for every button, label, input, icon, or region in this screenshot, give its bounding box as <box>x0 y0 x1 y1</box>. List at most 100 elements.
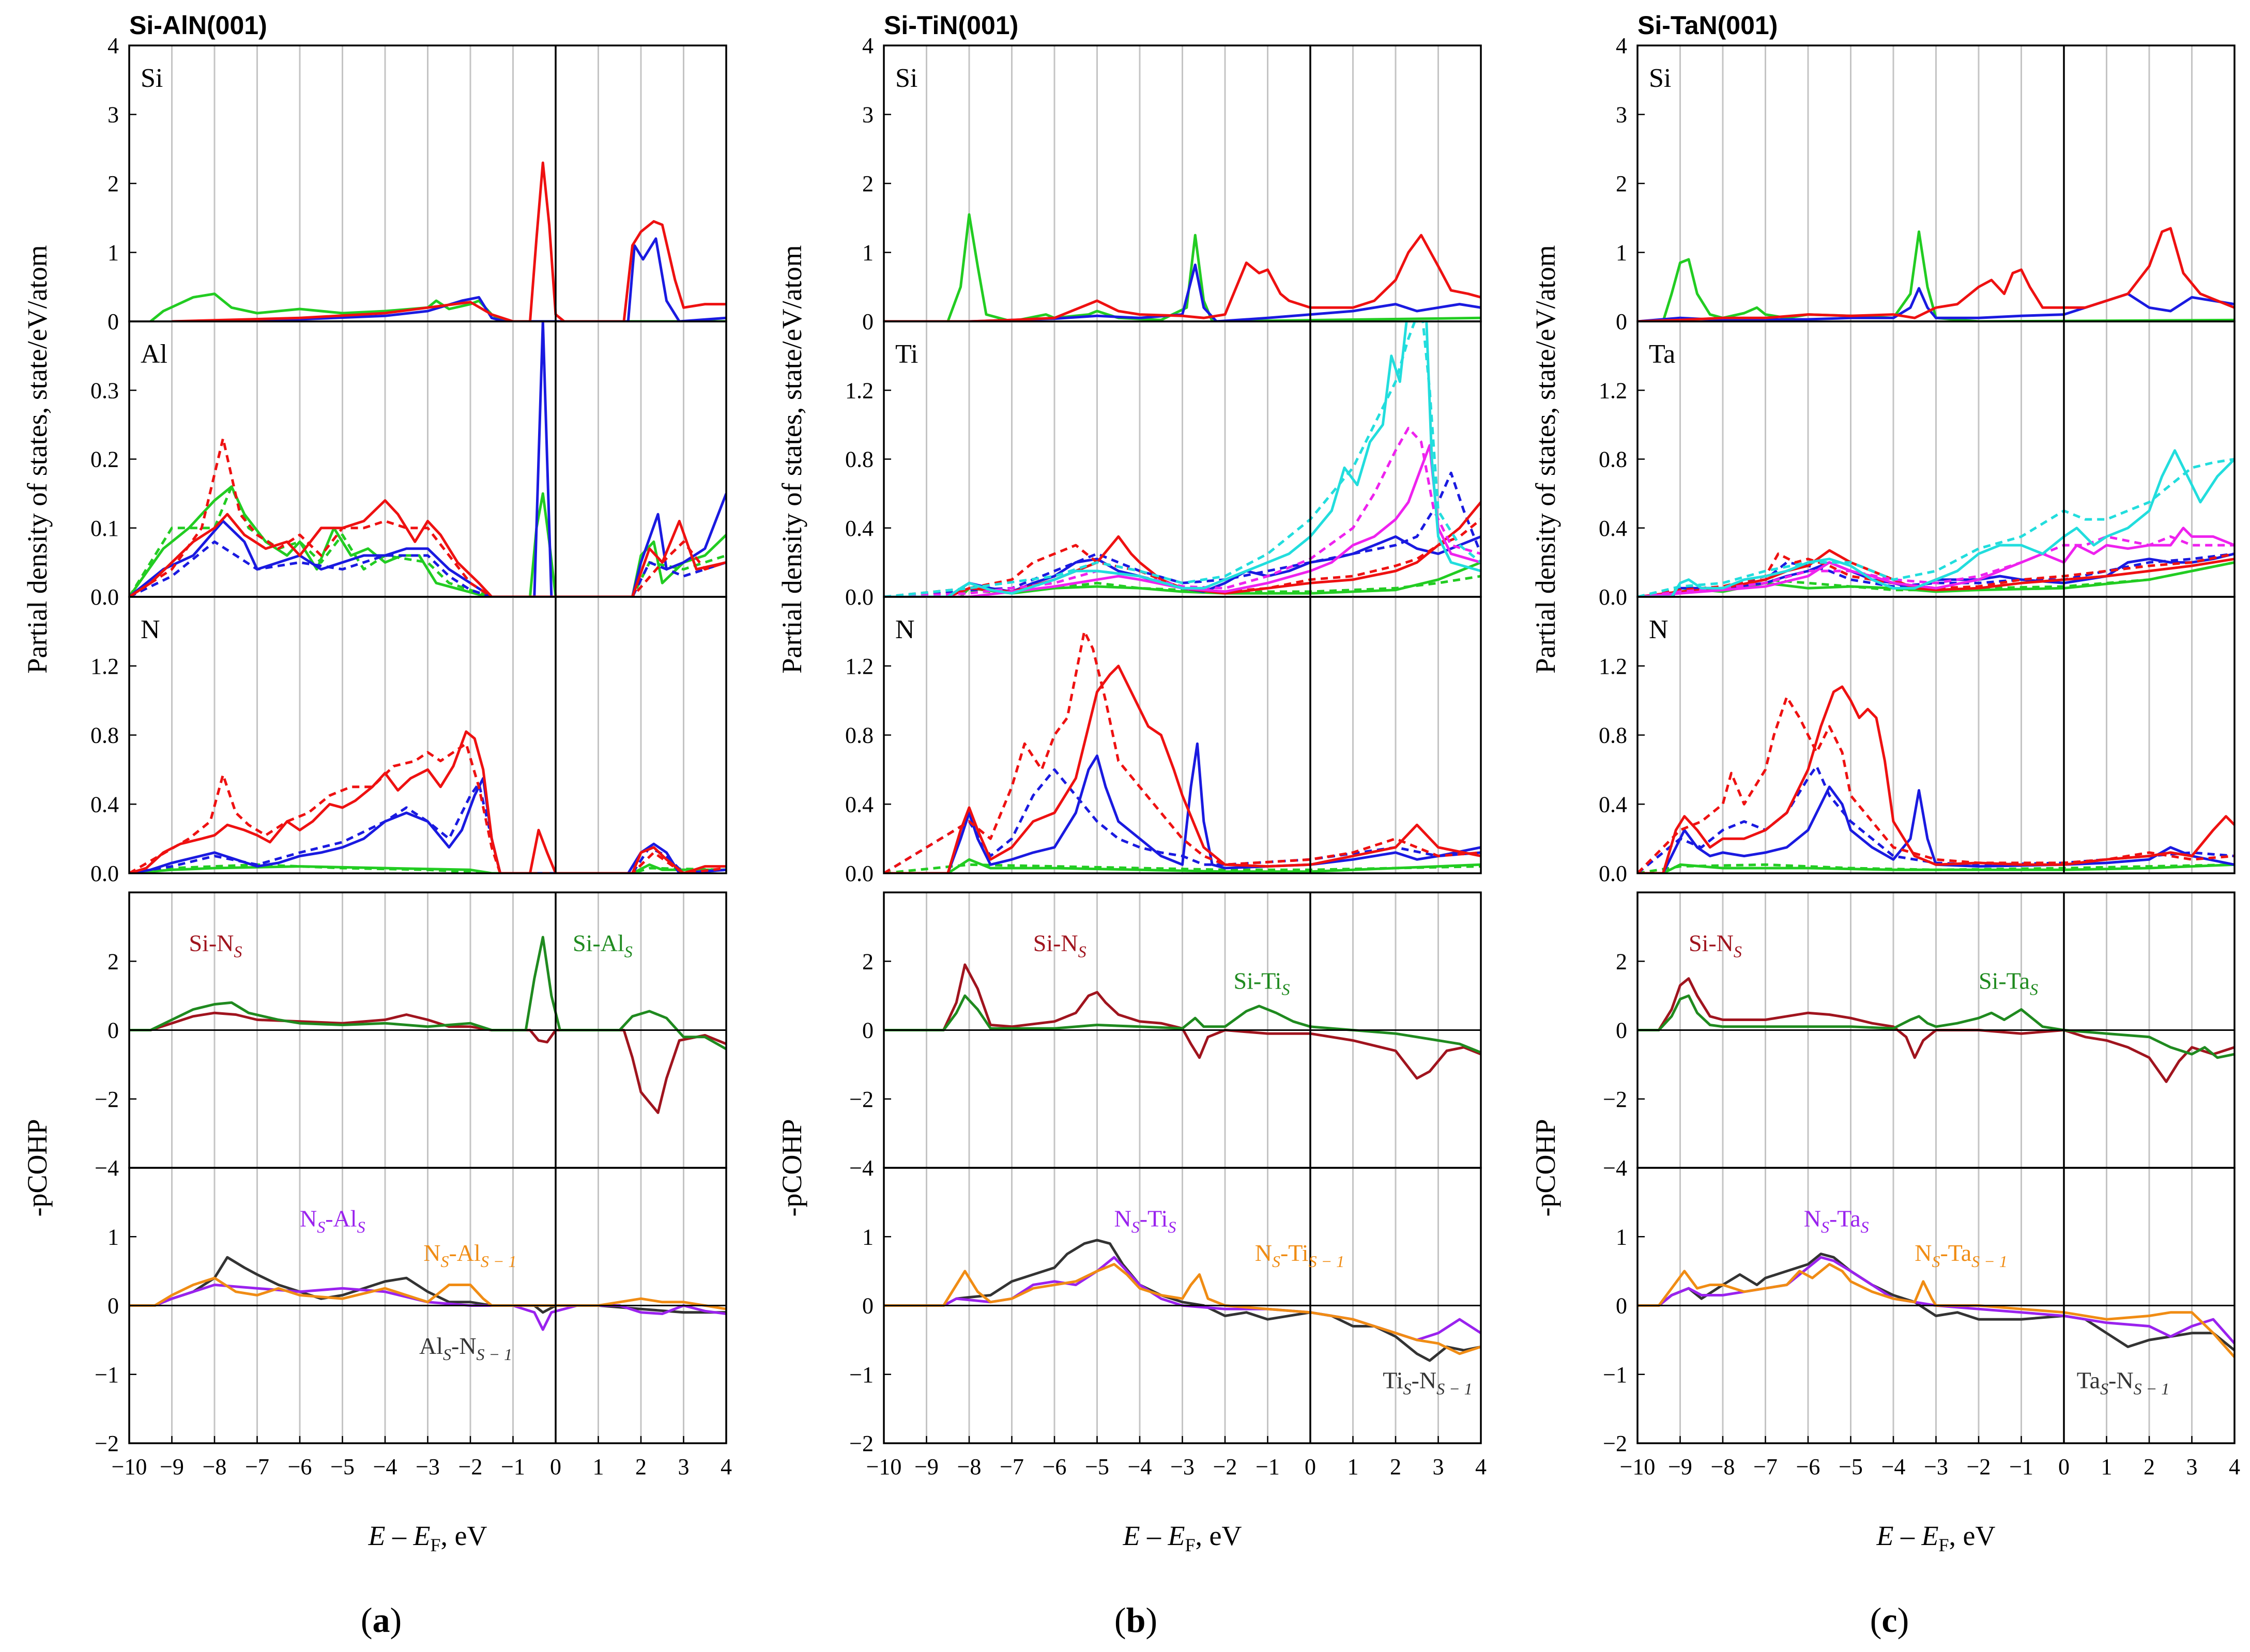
series-line-blue <box>1637 287 2234 321</box>
pdos-y-axis-label: Partial density of states, state/eV/atom <box>776 245 807 673</box>
series-line-red <box>884 665 1481 873</box>
x-tick-label: 1 <box>1348 1454 1359 1479</box>
y-tick-label: 4 <box>862 33 874 58</box>
element-label: Ti <box>895 339 918 369</box>
series-group <box>1637 977 2234 1083</box>
y-tick-label: 2 <box>108 949 119 974</box>
series-line-purple <box>1637 1256 2234 1345</box>
y-tick-label: 0.4 <box>90 792 119 817</box>
panel-1: Si-AlN(001)01234Si0.00.10.20.3Al0.00.40.… <box>22 11 732 1640</box>
y-tick-label: −2 <box>849 1431 874 1456</box>
bond-label: TiS-NS − 1 <box>1383 1367 1472 1398</box>
x-tick-label: −9 <box>1668 1454 1692 1479</box>
cohp-subplot-1: −2 −1 0 1 NS-TaS NS-TaS − 1 TaS-NS − 1 <box>1603 1167 2236 1456</box>
pdos-subplot-1: 0.0 0.1 0.2 0.3 Al <box>90 320 727 610</box>
y-tick-label: 3 <box>862 102 874 128</box>
x-tick-label: −8 <box>1711 1454 1735 1479</box>
y-tick-label: 0.4 <box>1599 516 1627 541</box>
x-tick-label: −10 <box>866 1454 902 1479</box>
x-tick-label: −4 <box>1881 1454 1906 1479</box>
series-line-red-dashed <box>1637 552 2234 597</box>
series-line-darkgreen <box>1637 994 2234 1059</box>
y-tick-label: 2 <box>862 949 874 974</box>
x-tick-label: −6 <box>1043 1454 1067 1479</box>
element-label: N <box>895 615 915 644</box>
bond-label: Si-NS <box>189 930 242 961</box>
x-tick-label: −5 <box>330 1454 355 1479</box>
panel-3: Si-TaN(001)01234Si0.00.40.81.2Ta0.00.40.… <box>1530 11 2240 1640</box>
bond-label: NS-TaS − 1 <box>1915 1240 2007 1271</box>
x-tick-label: 4 <box>721 1454 732 1479</box>
element-label: Al <box>141 339 167 369</box>
y-tick-label: 0.4 <box>845 516 874 541</box>
series-line-red <box>1637 227 2234 321</box>
series-line-blue-dashed <box>129 782 726 873</box>
series-line-magenta-dashed <box>1637 535 2234 597</box>
x-tick-label: −10 <box>1620 1454 1656 1479</box>
x-tick-label: −1 <box>2009 1454 2033 1479</box>
cohp-subplot-1: −2 −1 0 1 NS-AlS NS-AlS − 1 AlS-NS − 1 <box>95 1167 727 1456</box>
series-line-darkgreen <box>884 994 1481 1054</box>
y-tick-label: 0 <box>108 1293 119 1319</box>
y-tick-label: 0 <box>1616 1018 1627 1043</box>
series-line-cyan <box>884 321 1481 597</box>
series-line-black <box>884 1239 1481 1362</box>
series-line-blue <box>1637 785 2234 873</box>
series-line-red-dashed <box>1637 696 2234 873</box>
y-tick-label: 0.2 <box>90 447 119 472</box>
bond-label: Si-AlS <box>573 930 633 961</box>
y-tick-label: 0.8 <box>845 723 874 748</box>
x-tick-label: −1 <box>1256 1454 1280 1479</box>
x-tick-label: −3 <box>416 1454 440 1479</box>
y-tick-label: 0 <box>108 309 119 334</box>
series-group <box>129 730 726 873</box>
series-line-darkred <box>129 1011 726 1114</box>
x-tick-label: −9 <box>160 1454 184 1479</box>
series-group <box>884 1239 1481 1362</box>
x-tick-label: 4 <box>2229 1454 2240 1479</box>
subplot-frame <box>1636 596 2236 874</box>
x-tick-label: −5 <box>1085 1454 1109 1479</box>
x-tick-label: −6 <box>288 1454 312 1479</box>
y-tick-label: 0.8 <box>90 723 119 748</box>
y-tick-label: −1 <box>1603 1362 1627 1387</box>
series-line-cyan-dashed <box>884 321 1481 597</box>
pdos-y-axis-label: Partial density of states, state/eV/atom <box>1530 245 1561 673</box>
x-tick-label: 2 <box>2144 1454 2155 1479</box>
pdos-subplot-1: 0.0 0.4 0.8 1.2 Ti <box>845 320 1482 610</box>
y-tick-label: 1.2 <box>845 654 874 679</box>
bond-label: Si-TaS <box>1979 968 2038 999</box>
x-tick-label: −9 <box>914 1454 939 1479</box>
series-line-orange <box>884 1263 1481 1355</box>
y-tick-label: 0.8 <box>845 447 874 472</box>
element-label: Ta <box>1649 339 1675 369</box>
x-tick-label: 0 <box>1305 1454 1316 1479</box>
bond-label: AlS-NS − 1 <box>419 1333 512 1364</box>
x-tick-label: −3 <box>1924 1454 1948 1479</box>
series-line-green-dashed <box>129 485 726 597</box>
panel-2: Si-TiN(001)01234Si0.00.40.81.2Ti0.00.40.… <box>776 11 1487 1640</box>
element-label: Si <box>895 64 917 93</box>
series-group <box>1637 449 2234 597</box>
y-tick-label: 0.0 <box>90 861 119 886</box>
series-group <box>884 213 1481 321</box>
series-line-blue <box>884 742 1481 873</box>
y-tick-label: 2 <box>1616 171 1627 196</box>
y-tick-label: 3 <box>1616 102 1627 128</box>
panel-title: Si-TiN(001) <box>884 11 1018 40</box>
y-tick-label: 1 <box>1616 240 1627 266</box>
bond-label: NS-TiS <box>1114 1205 1176 1236</box>
y-tick-label: −2 <box>1603 1431 1627 1456</box>
series-line-red <box>129 499 726 597</box>
y-tick-label: −4 <box>1603 1155 1627 1181</box>
y-tick-label: 0.3 <box>90 378 119 403</box>
panel-letter: (b) <box>1114 1600 1157 1640</box>
y-tick-label: 0.8 <box>1599 447 1627 472</box>
y-tick-label: 4 <box>1616 33 1627 58</box>
series-line-red <box>1637 685 2234 873</box>
series-line-green <box>884 213 1481 321</box>
x-tick-label: −2 <box>458 1454 483 1479</box>
x-axis-label: E – EF, eV <box>368 1520 487 1555</box>
element-label: Si <box>1649 64 1671 93</box>
cohp-subplot-0: −4 −2 0 2 Si-NS Si-AlS <box>95 891 727 1181</box>
